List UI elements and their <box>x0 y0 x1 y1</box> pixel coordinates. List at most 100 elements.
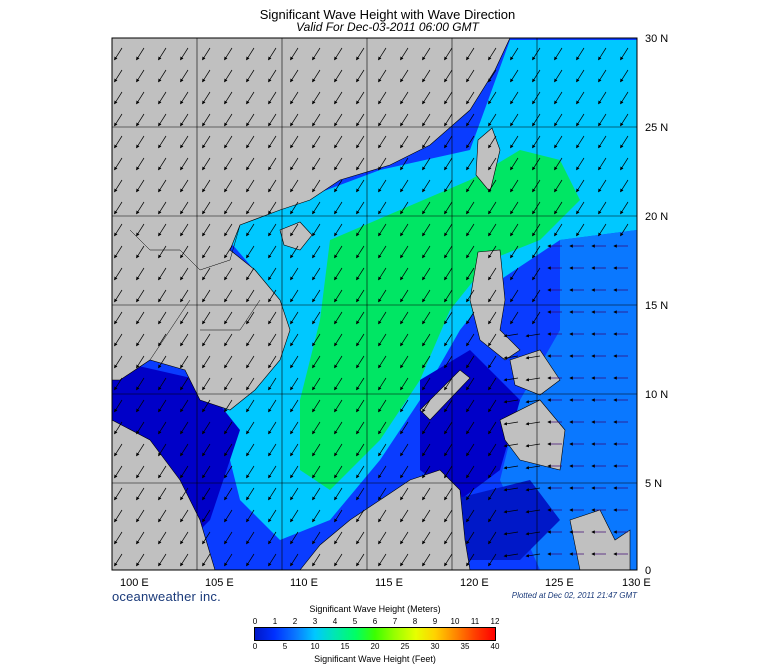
wave-direction-arrow <box>180 201 189 215</box>
wave-direction-arrow <box>378 69 387 83</box>
wave-direction-arrow <box>488 113 497 127</box>
wave-direction-arrow <box>246 135 255 149</box>
wave-direction-arrow <box>525 509 541 514</box>
wave-direction-arrow <box>136 487 145 501</box>
wave-direction-arrow <box>136 179 145 193</box>
lon-label-120e: 120 E <box>460 577 489 589</box>
wave-direction-arrow <box>576 135 585 149</box>
wave-direction-arrow <box>268 91 277 105</box>
wave-direction-arrow <box>312 509 321 523</box>
wave-direction-arrow <box>224 399 233 413</box>
wave-direction-arrow <box>246 267 255 281</box>
colorbar-feet-tick: 40 <box>490 642 500 651</box>
wave-direction-arrow <box>356 487 365 501</box>
wave-direction-arrow <box>224 245 233 259</box>
wave-direction-arrow <box>488 157 497 171</box>
wave-direction-arrow <box>224 355 233 369</box>
wave-direction-arrow <box>312 465 321 479</box>
wave-direction-arrow <box>202 355 211 369</box>
wave-direction-arrow <box>312 223 321 237</box>
wave-direction-arrow <box>202 267 211 281</box>
wave-direction-arrow <box>503 399 519 404</box>
colorbar <box>254 627 496 641</box>
wave-direction-arrow <box>378 223 387 237</box>
wave-direction-arrow <box>532 135 541 149</box>
wave-direction-arrow <box>180 531 189 545</box>
wave-direction-arrow <box>488 245 497 259</box>
wave-direction-arrow <box>114 399 123 413</box>
wave-direction-arrow <box>180 91 189 105</box>
wave-direction-arrow <box>510 201 519 215</box>
wave-direction-arrow <box>268 531 277 545</box>
wave-direction-arrow <box>290 69 299 83</box>
wave-direction-arrow <box>598 69 607 83</box>
wave-direction-arrow <box>290 333 299 347</box>
wave-direction-arrow <box>268 245 277 259</box>
wave-direction-arrow <box>554 47 563 61</box>
wave-direction-arrow <box>290 157 299 171</box>
wave-direction-arrow <box>378 509 387 523</box>
wave-direction-arrow <box>180 333 189 347</box>
wave-direction-arrow <box>224 333 233 347</box>
wave-direction-arrow <box>488 377 497 391</box>
wave-direction-arrow <box>444 465 453 479</box>
land-asia <box>112 38 511 411</box>
wave-direction-arrow <box>334 531 343 545</box>
wave-direction-arrow <box>503 443 519 448</box>
wave-direction-arrow <box>114 201 123 215</box>
wave-direction-arrow <box>334 443 343 457</box>
wave-direction-arrow <box>224 179 233 193</box>
wave-direction-arrow <box>356 377 365 391</box>
wave-direction-arrow <box>246 333 255 347</box>
wave-direction-arrow <box>224 157 233 171</box>
wave-direction-arrow <box>466 531 475 545</box>
wave-direction-arrow <box>378 289 387 303</box>
wave-direction-arrow <box>356 465 365 479</box>
wave-direction-arrow <box>246 531 255 545</box>
wave-direction-arrow <box>444 69 453 83</box>
wave-direction-arrow <box>114 311 123 325</box>
wave-direction-arrow <box>422 355 431 369</box>
wave-direction-arrow <box>488 399 497 413</box>
wave-direction-arrow <box>114 487 123 501</box>
wave-direction-arrow <box>466 443 475 457</box>
colorbar-feet-tick: 35 <box>460 642 470 651</box>
map-frame <box>111 37 638 571</box>
wave-direction-arrow <box>268 443 277 457</box>
zone-deep-celebes <box>450 480 560 560</box>
wave-direction-arrow <box>444 487 453 501</box>
wave-direction-arrow <box>422 179 431 193</box>
wave-direction-arrow <box>510 223 519 237</box>
wave-direction-arrow <box>422 465 431 479</box>
wave-direction-arrow <box>620 179 629 193</box>
wave-direction-arrow <box>378 245 387 259</box>
wave-direction-arrow <box>246 157 255 171</box>
wave-direction-arrow <box>114 245 123 259</box>
wave-direction-arrow <box>202 421 211 435</box>
colorbar-feet-tick: 25 <box>400 642 410 651</box>
wave-direction-arrow <box>268 289 277 303</box>
wave-direction-arrow <box>400 531 409 545</box>
wave-direction-arrow <box>444 443 453 457</box>
brand-logo-text: oceanweather inc. <box>112 589 221 604</box>
wave-direction-arrow <box>158 553 167 567</box>
colorbar-meter-tick: 11 <box>470 617 480 626</box>
wave-direction-arrow <box>444 47 453 61</box>
wave-direction-arrow <box>114 333 123 347</box>
wave-direction-arrow <box>466 311 475 325</box>
wave-direction-arrow <box>400 443 409 457</box>
colorbar-meter-tick: 1 <box>272 617 278 626</box>
wave-direction-arrow <box>400 311 409 325</box>
lat-label-30n: 30 N <box>645 33 668 45</box>
wave-direction-arrow <box>598 135 607 149</box>
wave-direction-arrow <box>378 421 387 435</box>
wave-direction-arrow <box>202 91 211 105</box>
wave-direction-arrow <box>202 377 211 391</box>
wave-direction-arrow <box>114 157 123 171</box>
wave-direction-arrow <box>378 465 387 479</box>
wave-direction-arrow <box>334 311 343 325</box>
wave-direction-arrow <box>158 91 167 105</box>
wave-direction-arrow <box>422 91 431 105</box>
wave-direction-arrow <box>136 69 145 83</box>
wave-direction-arrow <box>268 135 277 149</box>
